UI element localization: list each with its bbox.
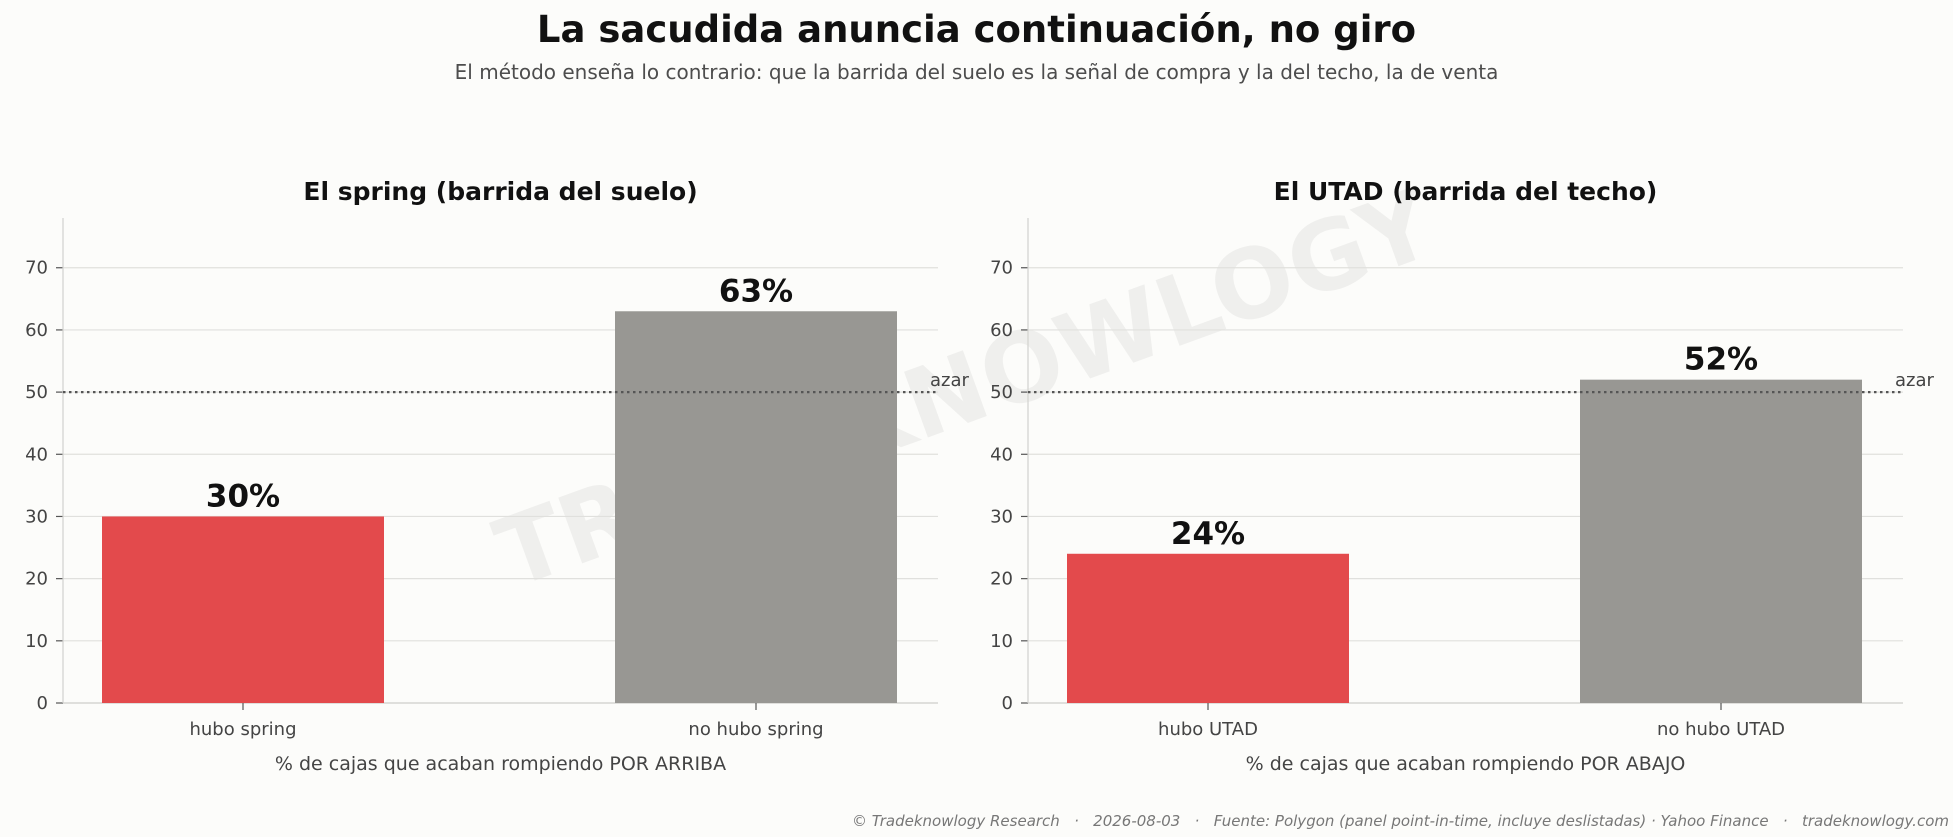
y-tick-label: 0 [37, 693, 48, 714]
y-tick-label: 60 [25, 320, 48, 341]
y-tick-label: 20 [25, 569, 48, 590]
reference-line-label: azar [1895, 370, 1935, 391]
y-tick-label: 40 [990, 444, 1013, 465]
data-label: 30% [206, 478, 280, 514]
footer-credits: © Tradeknowlogy Research · 2026-08-03 · … [851, 812, 1949, 830]
data-label: 63% [719, 273, 793, 309]
panel-title: El spring (barrida del suelo) [303, 177, 697, 206]
y-tick-label: 40 [25, 444, 48, 465]
y-tick-label: 30 [990, 506, 1013, 527]
y-tick-label: 70 [990, 258, 1013, 279]
panel-title: El UTAD (barrida del techo) [1274, 177, 1658, 206]
data-label: 24% [1171, 516, 1245, 552]
y-tick-label: 10 [990, 631, 1013, 652]
y-tick-label: 70 [25, 258, 48, 279]
y-tick-label: 50 [990, 382, 1013, 403]
y-tick-label: 0 [1002, 693, 1013, 714]
y-tick-label: 10 [25, 631, 48, 652]
bar-hubo-spring [102, 516, 384, 703]
x-axis-label: % de cajas que acaban rompiendo POR ABAJ… [1246, 753, 1686, 775]
y-tick-label: 50 [25, 382, 48, 403]
reference-line-label: azar [930, 370, 970, 391]
y-tick-label: 30 [25, 506, 48, 527]
bar-no-hubo-spring [615, 311, 897, 703]
x-axis-label: % de cajas que acaban rompiendo POR ARRI… [275, 753, 726, 775]
bar-hubo-UTAD [1067, 553, 1349, 703]
x-tick-label: hubo UTAD [1158, 719, 1258, 740]
chart-title: La sacudida anuncia continuación, no gir… [536, 8, 1417, 51]
x-tick-label: no hubo spring [688, 719, 823, 740]
data-label: 52% [1684, 342, 1758, 378]
x-tick-label: hubo spring [189, 719, 296, 740]
chart-panel-2: El UTAD (barrida del techo) 0 10 20 30 40 50 60… [990, 177, 1934, 775]
chart-panel-1: El spring (barrida del suelo) 0 10 20 30 40 50… [25, 177, 969, 775]
chart-subtitle: El método enseña lo contrario: que la ba… [454, 60, 1499, 84]
bar-no-hubo-UTAD [1580, 379, 1862, 703]
y-tick-label: 60 [990, 320, 1013, 341]
y-tick-label: 20 [990, 569, 1013, 590]
x-tick-label: no hubo UTAD [1657, 719, 1785, 740]
